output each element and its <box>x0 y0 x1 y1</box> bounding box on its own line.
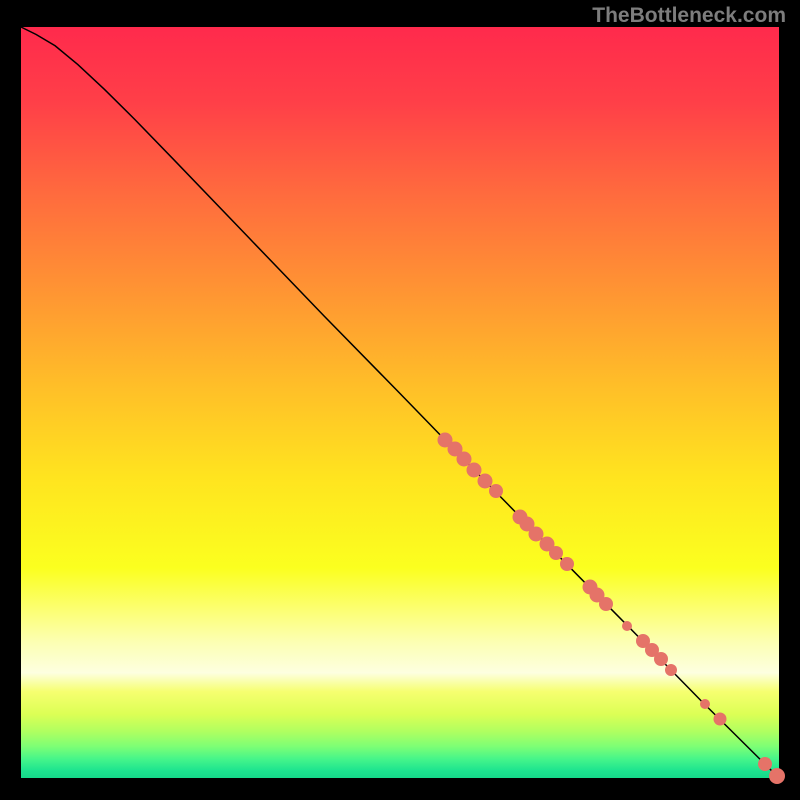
watermark-text: TheBottleneck.com <box>592 4 786 28</box>
plot-area <box>21 27 779 778</box>
stage: TheBottleneck.com <box>0 0 800 800</box>
data-point <box>560 557 574 571</box>
data-point <box>665 664 677 676</box>
data-point <box>700 699 710 709</box>
data-point <box>769 768 785 784</box>
data-point <box>599 597 613 611</box>
curve-layer <box>21 27 779 778</box>
data-point <box>713 713 726 726</box>
data-point <box>489 484 503 498</box>
bottleneck-curve <box>21 27 779 778</box>
data-point <box>654 652 668 666</box>
data-point <box>622 621 632 631</box>
